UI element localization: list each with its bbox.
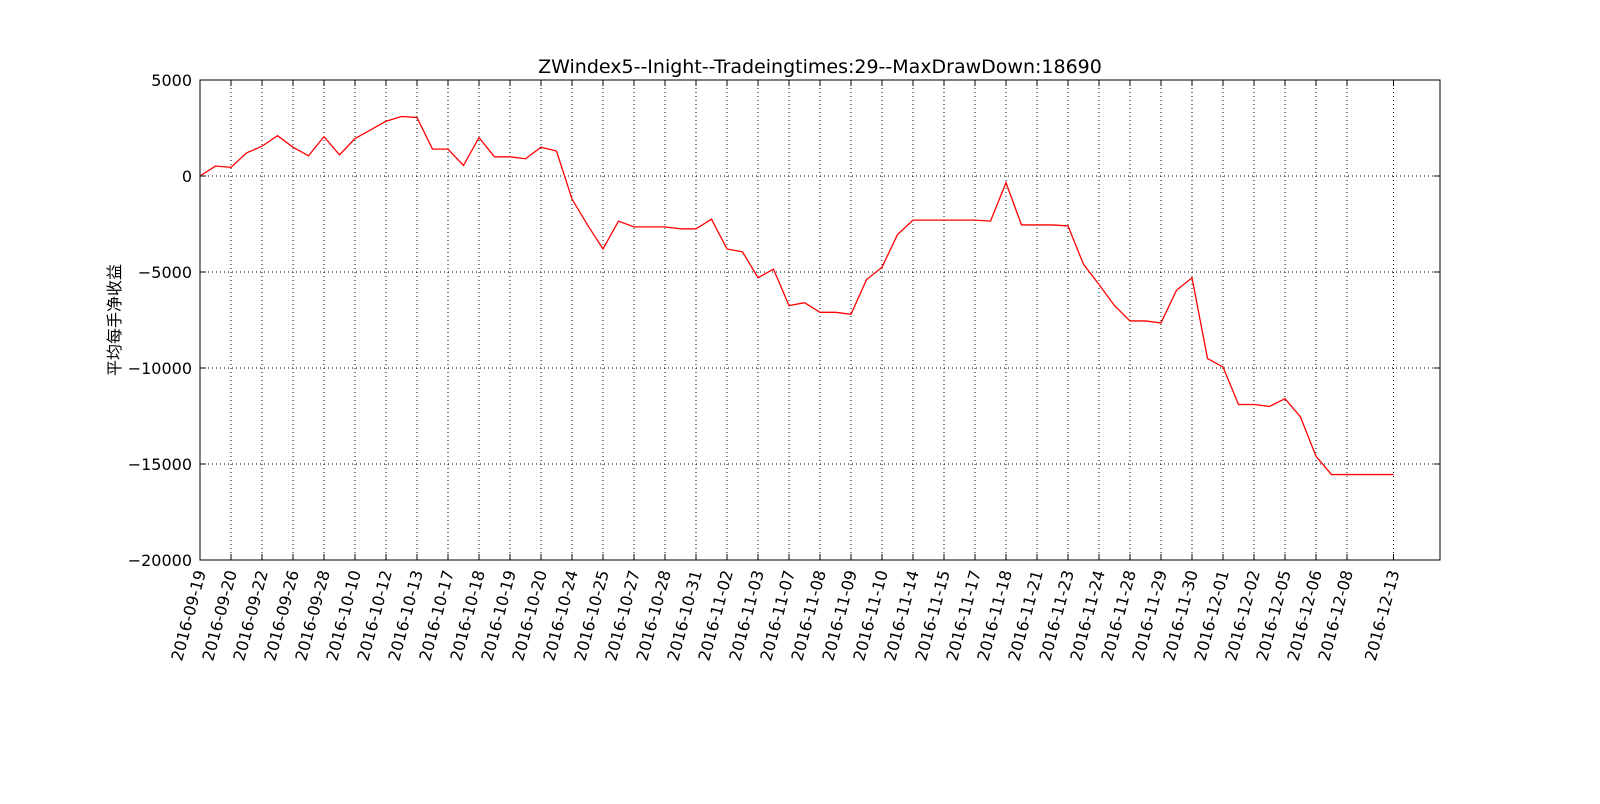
axis-layer: 50000−5000−10000−15000−200002016-09-1920… — [128, 71, 1440, 663]
series-layer — [199, 115, 1394, 476]
y-tick-label: −5000 — [138, 263, 192, 282]
grid-layer — [200, 80, 1440, 560]
y-tick-label: −10000 — [128, 359, 192, 378]
y-tick-label: −20000 — [128, 551, 192, 570]
x-tick-label: 2016-12-13 — [1361, 568, 1403, 663]
y-tick-label: −15000 — [128, 455, 192, 474]
y-tick-label: 5000 — [151, 71, 192, 90]
chart-title: ZWindex5--Inight--Tradeingtimes:29--MaxD… — [538, 56, 1102, 78]
y-tick-label: 0 — [182, 167, 192, 186]
y-axis-label: 平均每手净收益 — [105, 264, 124, 376]
series-line — [199, 115, 1394, 476]
